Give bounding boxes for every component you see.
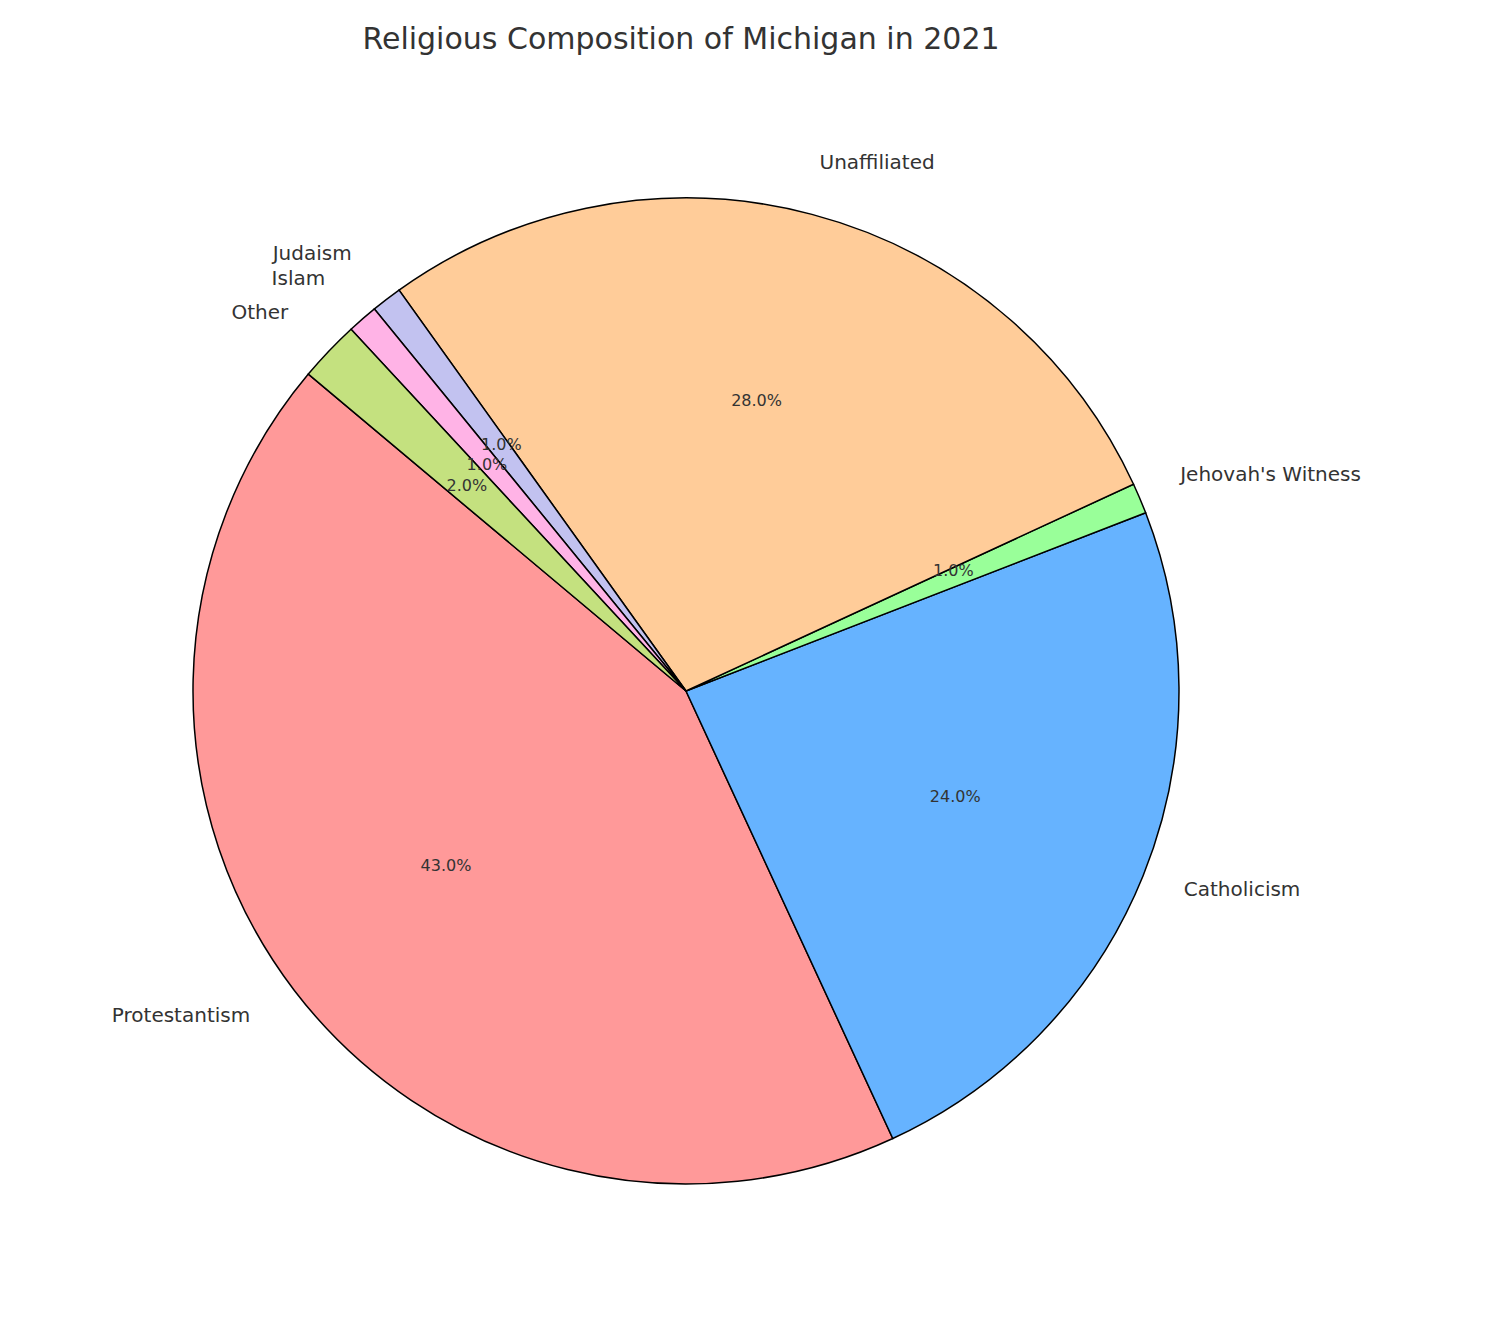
- svg-text:1.0%: 1.0%: [467, 455, 508, 474]
- svg-text:2.0%: 2.0%: [446, 476, 487, 495]
- svg-text:Other: Other: [231, 300, 289, 324]
- svg-text:Unaffiliated: Unaffiliated: [820, 150, 935, 174]
- svg-text:43.0%: 43.0%: [421, 856, 472, 875]
- svg-text:Protestantism: Protestantism: [112, 1003, 250, 1027]
- svg-text:Catholicism: Catholicism: [1184, 877, 1301, 901]
- svg-text:Judaism: Judaism: [271, 241, 352, 265]
- svg-text:Jehovah's Witness: Jehovah's Witness: [1178, 462, 1361, 486]
- svg-text:Islam: Islam: [272, 266, 326, 290]
- svg-text:24.0%: 24.0%: [930, 787, 981, 806]
- svg-text:28.0%: 28.0%: [731, 391, 782, 410]
- svg-text:1.0%: 1.0%: [933, 561, 974, 580]
- html-text:Religious Composition of Michi: Religious Composition of Michigan in 202…: [362, 21, 1000, 56]
- svg-text:1.0%: 1.0%: [481, 435, 522, 454]
